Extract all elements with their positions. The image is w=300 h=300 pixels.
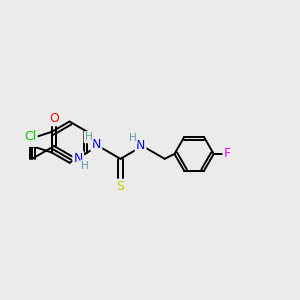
Text: O: O [49,112,59,125]
Text: N: N [74,152,83,165]
Text: H: H [85,132,92,142]
Text: N: N [136,139,145,152]
Text: H: H [81,161,89,171]
Text: Cl: Cl [24,130,36,143]
Text: N: N [92,138,101,151]
Text: H: H [129,133,136,143]
Text: S: S [116,180,124,193]
Text: F: F [224,147,231,161]
Text: S: S [28,133,36,146]
